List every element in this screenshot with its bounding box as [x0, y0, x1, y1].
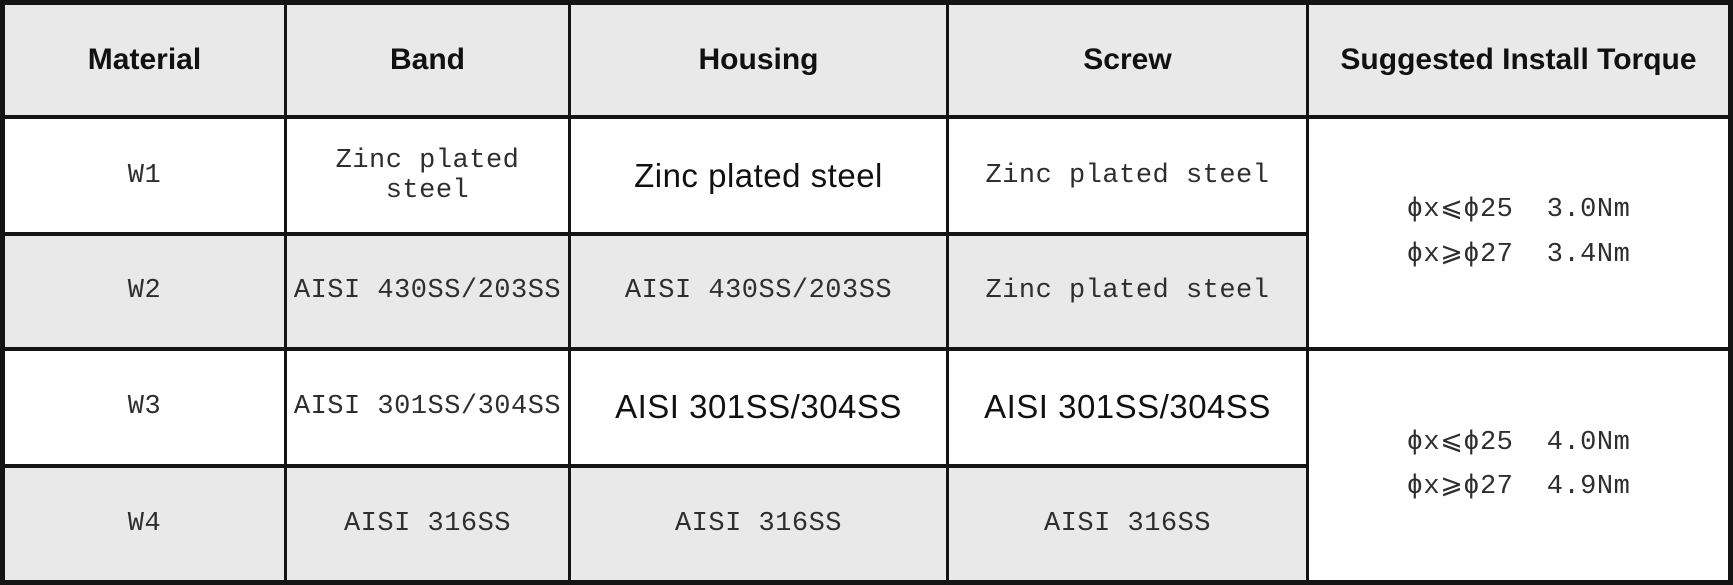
torque-line-1: ϕx⩽ϕ25 3.0Nm	[1406, 195, 1631, 226]
torque-line-2: ϕx⩾ϕ27 4.9Nm	[1406, 472, 1631, 503]
cell-w2-screw: Zinc plated steel	[946, 232, 1309, 351]
torque-line-1: ϕx⩽ϕ25 4.0Nm	[1406, 427, 1631, 458]
cell-w2-band: AISI 430SS/203SS	[284, 232, 571, 351]
header-cell-material: Material	[1, 0, 287, 119]
cell-w2-material: W2	[1, 232, 287, 351]
table-row-w1: W1 Zinc plated steel Zinc plated steel Z…	[1, 114, 1732, 351]
cell-w3-material: W3	[1, 346, 287, 469]
header-cell-screw: Screw	[946, 0, 1309, 119]
cell-w2-housing: AISI 430SS/203SS	[568, 232, 949, 351]
cell-w4-housing: AISI 316SS	[568, 464, 949, 585]
header-cell-torque: Suggested Install Torque	[1306, 0, 1732, 119]
cell-w3-band: AISI 301SS/304SS	[284, 346, 571, 469]
cell-w4-screw: AISI 316SS	[946, 464, 1309, 585]
cell-w4-material: W4	[1, 464, 287, 585]
cell-torque-w1-w2: ϕx⩽ϕ25 3.0Nm ϕx⩾ϕ27 3.4Nm	[1306, 114, 1732, 351]
table-header-row: Material Band Housing Screw Suggested In…	[1, 0, 1732, 119]
header-cell-housing: Housing	[568, 0, 949, 119]
cell-w3-housing: AISI 301SS/304SS	[568, 346, 949, 469]
cell-w3-screw: AISI 301SS/304SS	[946, 346, 1309, 469]
cell-w1-band: Zinc plated steel	[284, 114, 571, 237]
cell-w1-material: W1	[1, 114, 287, 237]
cell-w1-housing: Zinc plated steel	[568, 114, 949, 237]
cell-w1-screw: Zinc plated steel	[946, 114, 1309, 237]
cell-torque-w3-w4: ϕx⩽ϕ25 4.0Nm ϕx⩾ϕ27 4.9Nm	[1306, 346, 1732, 585]
torque-line-2: ϕx⩾ϕ27 3.4Nm	[1406, 239, 1631, 270]
table-row-w3: W3 AISI 301SS/304SS AISI 301SS/304SS AIS…	[1, 346, 1732, 585]
cell-w4-band: AISI 316SS	[284, 464, 571, 585]
header-cell-band: Band	[284, 0, 571, 119]
